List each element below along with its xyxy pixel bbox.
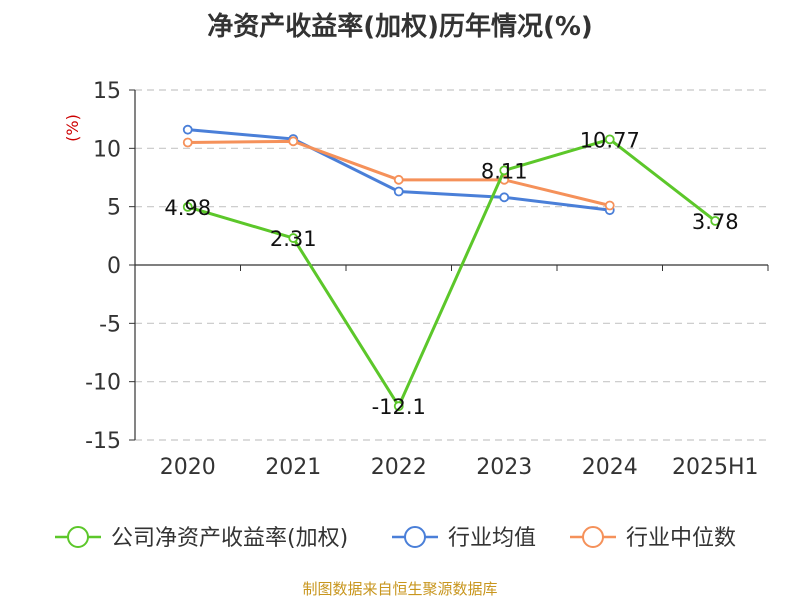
data-label: 3.78 bbox=[692, 210, 739, 234]
data-label: 8.11 bbox=[481, 159, 528, 183]
legend-label: 公司净资产收益率(加权) bbox=[111, 526, 348, 551]
series-point-2 bbox=[604, 200, 615, 211]
series-point-0 bbox=[499, 165, 510, 176]
data-label: 10.77 bbox=[580, 128, 640, 152]
series-point-0 bbox=[288, 233, 299, 243]
x-tick-label: 2022 bbox=[371, 455, 427, 480]
series-point-1 bbox=[393, 186, 404, 197]
series-point-0 bbox=[182, 201, 193, 212]
series-point-0 bbox=[710, 215, 721, 226]
y-tick-label: -15 bbox=[85, 429, 121, 454]
chart-title: 净资产收益率(加权)历年情况(%) bbox=[207, 12, 593, 42]
y-tick-label: 15 bbox=[93, 79, 121, 104]
y-tick-label: -5 bbox=[99, 312, 121, 337]
series-point-2 bbox=[288, 136, 299, 147]
data-label: -12.1 bbox=[372, 395, 426, 419]
series-point-0 bbox=[604, 134, 615, 145]
source-note: 制图数据来自恒生聚源数据库 bbox=[302, 580, 498, 598]
series-point-2 bbox=[393, 174, 404, 185]
legend-swatch-marker bbox=[404, 526, 426, 548]
series-point-0 bbox=[393, 401, 404, 412]
legend-swatch-marker bbox=[582, 526, 604, 548]
x-tick-label: 2025H1 bbox=[672, 455, 759, 480]
legend-swatch-marker bbox=[67, 526, 89, 548]
x-tick-label: 2024 bbox=[582, 455, 638, 480]
y-tick-label: 0 bbox=[107, 254, 121, 279]
series-line-0 bbox=[187, 137, 717, 408]
legend-label: 行业中位数 bbox=[626, 526, 736, 551]
legend-label: 行业均值 bbox=[448, 526, 536, 551]
data-label: 2.31 bbox=[270, 227, 317, 251]
y-tick-label: 5 bbox=[107, 196, 121, 221]
series-point-1 bbox=[499, 192, 510, 203]
x-tick-label: 2021 bbox=[265, 455, 321, 480]
data-label: 4.98 bbox=[164, 196, 211, 220]
y-tick-label: -10 bbox=[85, 371, 121, 396]
y-axis-unit-label: (%) bbox=[63, 114, 82, 142]
series-point-1 bbox=[182, 124, 193, 135]
x-tick-label: 2020 bbox=[160, 455, 216, 480]
y-tick-label: 10 bbox=[93, 137, 121, 162]
series-point-2 bbox=[182, 137, 193, 148]
x-tick-label: 2023 bbox=[476, 455, 532, 480]
